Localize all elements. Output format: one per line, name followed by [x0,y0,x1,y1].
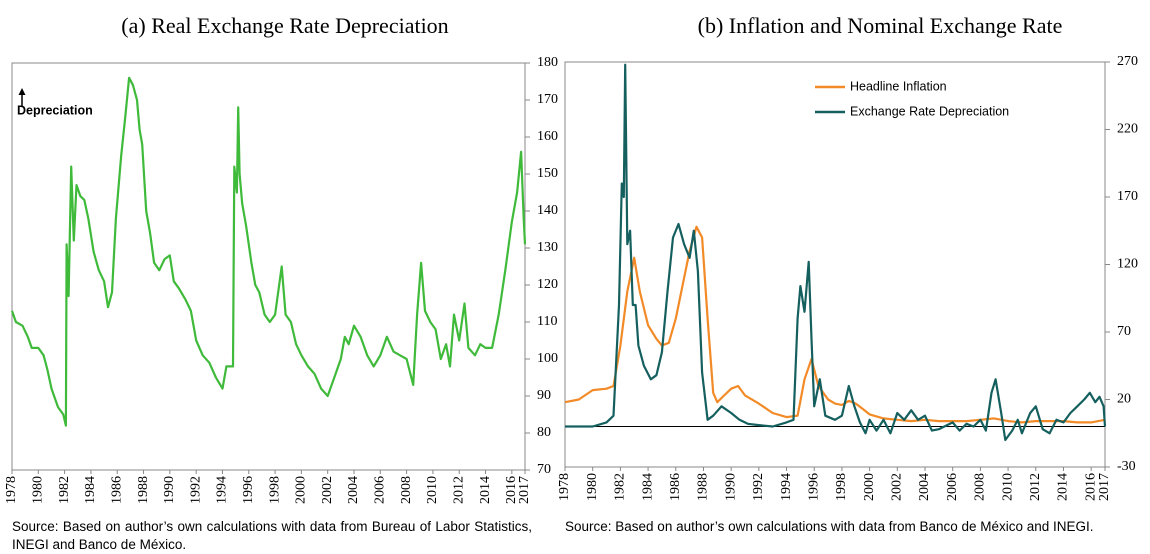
x-tick-label: 1984 [640,473,655,501]
x-tick-label: 2004 [917,473,932,501]
plot-frame [564,61,1106,468]
y-tick-label: 140 [537,203,558,218]
x-tick-label: 2004 [346,476,361,504]
y-tick-label: 170 [537,92,558,107]
x-tick-label: 2017 [1097,473,1112,501]
x-tick-label: 1990 [162,476,177,504]
y-tick-label: 120 [1117,257,1138,272]
x-tick-label: 1996 [241,476,256,504]
x-tick-label: 1978 [4,476,19,504]
source-note: Source: Based on author’s own calculatio… [12,519,532,552]
legend-label: Exchange Rate Depreciation [850,104,1009,118]
x-tick-label: 1998 [267,476,282,504]
y-tick-label: 20 [1117,392,1131,407]
x-tick-label: 1990 [723,473,738,501]
arrow-head [18,88,26,95]
y-tick-label: 220 [1117,122,1138,137]
data-line [10,76,527,427]
x-tick-label: 2006 [945,473,960,501]
x-tick-label: 1998 [834,473,849,501]
x-tick-label: 1986 [668,473,683,501]
x-tick-label: 2014 [478,476,493,504]
y-tick-label: 70 [1117,324,1131,339]
y-tick-label: 150 [537,166,558,181]
legend-label: Headline Inflation [850,79,947,93]
x-tick-label: 1982 [613,473,628,501]
x-tick-label: 2006 [373,476,388,504]
x-tick-label: 2008 [399,476,414,504]
annotation: Depreciation [17,103,93,117]
y-tick-label: 270 [1117,54,1138,69]
x-tick-label: 2010 [1000,473,1015,501]
x-tick-label: 1988 [136,476,151,504]
y-tick-label: 80 [537,425,551,440]
x-tick-label: 2016 [1083,473,1098,501]
chart-title: (b) Inflation and Nominal Exchange Rate [698,13,1063,38]
chart-title: (a) Real Exchange Rate Depreciation [121,13,448,38]
y-tick-label: 170 [1117,189,1138,204]
data-line [565,63,1107,442]
y-tick-label: 90 [537,388,551,403]
x-tick-label: 2012 [451,476,466,504]
plot-frame [11,62,526,471]
x-tick-label: 1982 [57,476,72,504]
y-tick-label: 100 [537,351,558,366]
x-tick-label: 1988 [696,473,711,501]
y-tick-label: 160 [537,129,558,144]
x-tick-label: 2000 [862,473,877,501]
data-line [564,225,1106,424]
y-tick-label: 120 [537,277,558,292]
x-tick-label: 2000 [294,476,309,504]
x-tick-label: 1992 [188,476,203,504]
y-tick-label: 130 [537,240,558,255]
x-tick-label: 1978 [557,473,572,501]
x-tick-label: 1994 [215,476,230,504]
x-tick-label: 2002 [320,476,335,504]
y-tick-label: 70 [537,462,551,477]
x-tick-label: 2008 [973,473,988,501]
x-tick-label: 1986 [109,476,124,504]
x-tick-label: 1992 [751,473,766,501]
y-tick-label: -30 [1117,459,1136,474]
x-tick-label: 2012 [1028,473,1043,501]
x-tick-label: 1996 [806,473,821,501]
x-tick-label: 2014 [1056,473,1071,501]
y-tick-label: 180 [537,55,558,70]
x-tick-label: 1984 [83,476,98,504]
x-tick-label: 1994 [779,473,794,501]
x-tick-label: 2010 [425,476,440,504]
x-tick-label: 1980 [31,476,46,504]
x-tick-label: 2017 [517,476,532,504]
x-tick-label: 2016 [504,476,519,504]
x-tick-label: 2002 [890,473,905,501]
x-tick-label: 1980 [585,473,600,501]
source-note: Source: Based on author’s own calculatio… [565,519,1094,534]
y-tick-label: 110 [537,314,557,329]
